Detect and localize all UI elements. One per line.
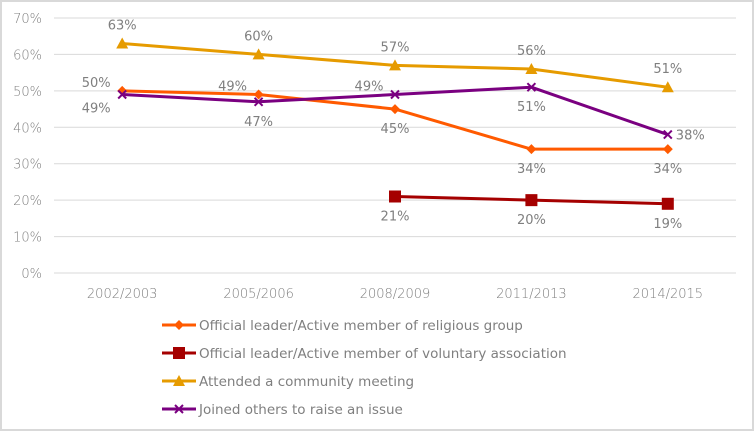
- data-point-marker: [526, 82, 537, 92]
- y-tick-label: 50%: [13, 85, 42, 100]
- data-label: 51%: [653, 62, 682, 77]
- data-label: 34%: [653, 162, 682, 177]
- data-label: 50%: [82, 76, 111, 91]
- legend-item: Joined others to raise an issue: [162, 402, 403, 418]
- data-label: 49%: [355, 80, 384, 95]
- data-point-marker: [525, 63, 538, 74]
- x-tick-label: 2008/2009: [360, 287, 431, 302]
- data-label: 49%: [82, 102, 111, 117]
- x-tick-label: 2014/2015: [633, 287, 704, 302]
- y-tick-label: 20%: [13, 194, 42, 209]
- x-axis-ticks: 2002/2003 2005/2006 2008/2009 2011/2013 2014…: [87, 287, 703, 302]
- data-point-marker: [253, 97, 264, 107]
- legend-label: Joined others to raise an issue: [198, 402, 403, 418]
- legend-item: Official leader/Active member of religio…: [162, 318, 523, 334]
- data-label: 19%: [653, 217, 682, 232]
- legend-label: Attended a community meeting: [199, 374, 414, 390]
- series-2: [116, 37, 674, 93]
- data-point-marker: [116, 37, 129, 49]
- data-point-marker: [526, 144, 537, 155]
- data-label: 56%: [517, 44, 546, 59]
- data-point-marker: [663, 129, 673, 140]
- legend-label: Official leader/Active member of religio…: [199, 318, 523, 334]
- y-tick-label: 0%: [21, 267, 42, 282]
- x-tick-label: 2011/2013: [496, 287, 567, 302]
- legend: Official leader/Active member of religio…: [162, 318, 567, 418]
- data-label: 63%: [108, 19, 137, 34]
- data-point-marker: [389, 59, 401, 71]
- data-point-marker: [390, 89, 400, 100]
- data-labels: 63% 60% 57% 56% 51% 50% 49% 45% 34% 34% 49% 47% 49% 5…: [82, 19, 705, 232]
- data-label: 49%: [218, 80, 247, 95]
- series-group: [116, 37, 674, 210]
- data-label: 57%: [381, 40, 410, 55]
- data-label: 34%: [517, 162, 546, 177]
- data-point-marker: [661, 81, 674, 93]
- legend-marker-icon: [173, 375, 185, 386]
- series-1: [389, 190, 674, 210]
- legend-label: Official leader/Active member of volunta…: [199, 346, 567, 362]
- legend-marker-icon: [173, 347, 185, 359]
- data-point-marker: [662, 144, 673, 155]
- data-point-marker: [117, 89, 127, 100]
- data-label: 21%: [381, 210, 410, 225]
- data-point-marker: [389, 190, 401, 203]
- x-tick-label: 2005/2006: [223, 287, 294, 302]
- data-label: 47%: [244, 115, 273, 130]
- data-point-marker: [525, 194, 538, 207]
- y-tick-label: 70%: [13, 12, 42, 27]
- data-point-marker: [252, 48, 265, 60]
- legend-marker-icon: [174, 320, 184, 330]
- legend-item: Attended a community meeting: [162, 374, 414, 390]
- gridlines: [54, 17, 736, 274]
- legend-item: Official leader/Active member of volunta…: [162, 346, 567, 362]
- y-tick-label: 30%: [13, 158, 42, 173]
- data-point-marker: [253, 89, 264, 100]
- series-3: [117, 82, 673, 140]
- x-tick-label: 2002/2003: [87, 287, 158, 302]
- data-label: 20%: [517, 213, 546, 228]
- y-tick-label: 40%: [13, 121, 42, 136]
- y-tick-label: 60%: [13, 48, 42, 63]
- legend-marker-icon: [174, 404, 184, 414]
- series-0: [117, 85, 673, 155]
- data-label: 38%: [676, 129, 705, 144]
- data-point-marker: [661, 197, 674, 210]
- y-tick-label: 10%: [13, 231, 42, 246]
- data-point-marker: [390, 104, 400, 115]
- data-label: 60%: [244, 29, 273, 44]
- y-axis-ticks: 0% 10% 20% 30% 40% 50% 60% 70%: [13, 12, 42, 282]
- data-label: 45%: [381, 122, 410, 137]
- data-label: 51%: [517, 100, 546, 115]
